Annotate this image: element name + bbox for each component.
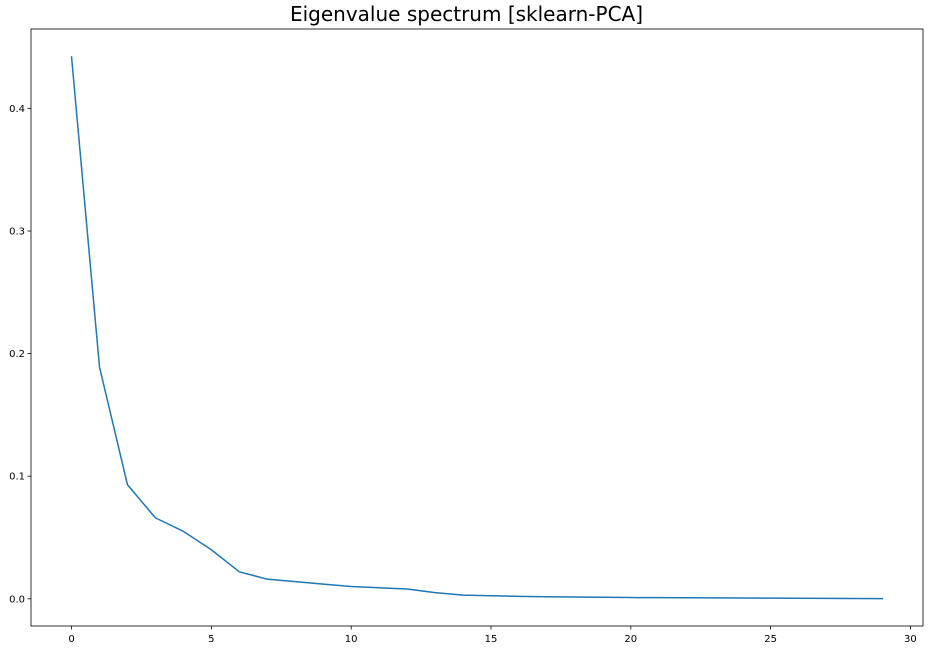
series-line-0 xyxy=(70,56,884,600)
chart-title: Eigenvalue spectrum [sklearn-PCA] xyxy=(289,2,644,26)
series-layer xyxy=(70,56,884,600)
plot-area: 0 5 10 15 20 25 30 0.0 0.1 0.2 0.3 0.4 xyxy=(9,28,924,645)
y-tick-label: 0.0 xyxy=(9,594,25,605)
x-tick-label: 30 xyxy=(904,634,917,645)
x-tick-label: 25 xyxy=(764,634,777,645)
axes-frame xyxy=(30,28,924,627)
x-tick-label: 5 xyxy=(208,634,214,645)
x-tick-label: 15 xyxy=(485,634,498,645)
y-tick-label: 0.1 xyxy=(9,472,25,483)
y-tick-label: 0.2 xyxy=(9,349,25,360)
y-tick-label: 0.3 xyxy=(9,227,25,238)
y-tick-label: 0.4 xyxy=(9,104,25,115)
x-tick-label: 10 xyxy=(345,634,358,645)
x-axis-ticks: 0 5 10 15 20 25 30 xyxy=(68,626,917,645)
x-tick-label: 20 xyxy=(624,634,637,645)
y-axis-ticks: 0.0 0.1 0.2 0.3 0.4 xyxy=(9,104,31,605)
x-tick-label: 0 xyxy=(68,634,74,645)
